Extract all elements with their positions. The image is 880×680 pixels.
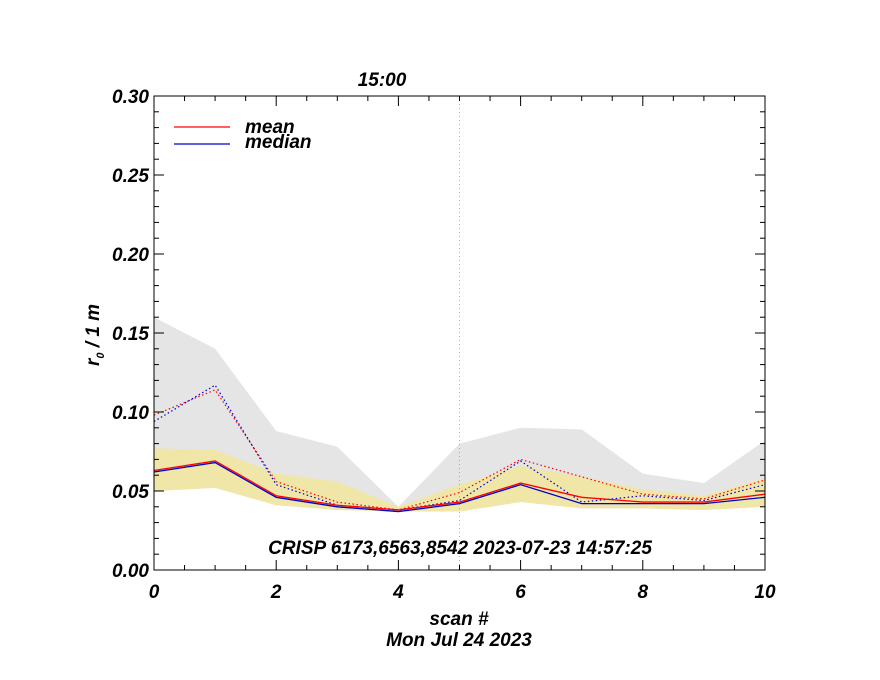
x-tick-label: 8 xyxy=(638,582,649,603)
legend-label-median: median xyxy=(245,132,312,153)
x-tick-label: 6 xyxy=(515,582,526,603)
band-inner-range xyxy=(154,448,765,512)
y-tick-label: 0.25 xyxy=(112,166,149,187)
date-label: Mon Jul 24 2023 xyxy=(386,630,532,651)
y-axis-label: r0 / 1 m xyxy=(83,304,107,366)
y-axis-label-unit: / 1 m xyxy=(83,304,104,353)
axes-layer xyxy=(153,95,766,571)
y-tick-label: 0.20 xyxy=(112,245,149,266)
y-tick-label: 0.15 xyxy=(112,324,149,345)
y-tick-label: 0.05 xyxy=(112,482,149,503)
y-tick-label: 0.10 xyxy=(112,403,149,424)
x-tick-label: 4 xyxy=(392,582,404,603)
x-axis-label: scan # xyxy=(429,609,489,630)
bands-layer xyxy=(154,317,765,512)
series-layer xyxy=(153,384,766,513)
legend-label-mean: mean xyxy=(245,117,295,138)
x-tick-label: 2 xyxy=(270,582,282,603)
y-axis-label-sub: 0 xyxy=(95,352,107,359)
series-line-median-solid xyxy=(153,461,766,513)
y-axis-label-r: r xyxy=(83,357,104,366)
x-tick-label: 0 xyxy=(149,582,160,603)
tick-labels: 0 2 4 6 8 10 0.00 0.05 0.10 0.15 0.20 0.25 0.30 xyxy=(112,87,776,603)
y-tick-label: 0.00 xyxy=(112,561,149,582)
svg-text:r0 / 1 m: r0 / 1 m xyxy=(83,304,107,366)
band-full-range xyxy=(154,317,765,512)
annotation-text: CRISP 6173,6563,8542 2023-07-23 14:57:25 xyxy=(268,538,652,559)
y-tick-label: 0.30 xyxy=(112,87,149,108)
top-time-label: 15:00 xyxy=(358,70,407,91)
legend: mean median xyxy=(174,117,312,153)
x-tick-label: 10 xyxy=(754,582,776,603)
series-line-mean-solid xyxy=(153,460,766,511)
series-line-median-dotted xyxy=(153,384,766,511)
